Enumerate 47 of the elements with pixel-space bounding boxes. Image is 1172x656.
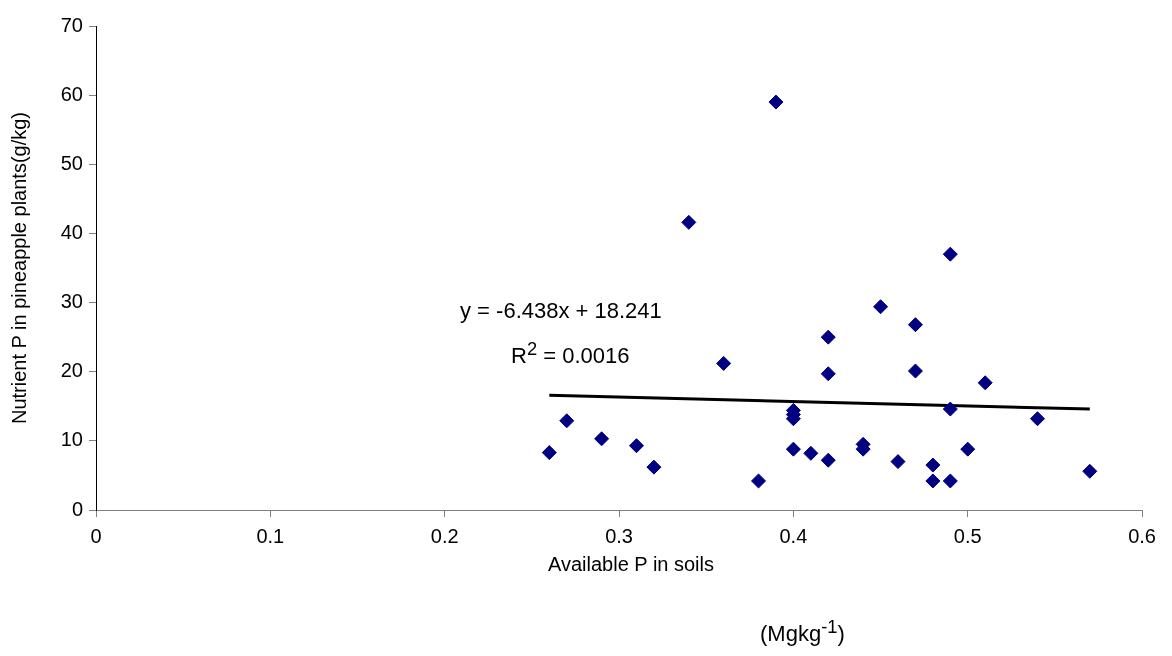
y-tick-label: 30 bbox=[60, 290, 83, 313]
x-tick-label: 0.1 bbox=[256, 524, 285, 547]
annotation: y = -6.438x + 18.241 bbox=[460, 298, 662, 324]
y-tick-label: 70 bbox=[60, 13, 83, 36]
point bbox=[907, 317, 923, 333]
point bbox=[942, 473, 958, 489]
point bbox=[820, 366, 836, 382]
point bbox=[559, 413, 575, 429]
point bbox=[942, 246, 958, 262]
x-tick-label: 0.3 bbox=[605, 524, 633, 547]
point bbox=[768, 94, 784, 110]
x-tick-label: 0.5 bbox=[953, 524, 982, 547]
point bbox=[820, 329, 836, 345]
point bbox=[751, 473, 767, 489]
text: (Mgkg$^{-1}$) bbox=[760, 616, 845, 648]
x-tick-label: 0.6 bbox=[1128, 524, 1156, 547]
y-tick-label: 0 bbox=[71, 497, 83, 520]
point bbox=[1029, 411, 1045, 427]
x-tick-label: 0 bbox=[90, 524, 102, 547]
point bbox=[873, 299, 889, 315]
y-tick-label: 10 bbox=[60, 428, 83, 451]
y-tick-label: 50 bbox=[60, 151, 83, 174]
point bbox=[541, 445, 557, 461]
y-tick-label: 20 bbox=[60, 359, 83, 382]
point bbox=[716, 355, 732, 371]
point bbox=[925, 457, 941, 473]
x-axis-title: Available P in soils bbox=[547, 553, 715, 575]
point bbox=[890, 454, 906, 470]
point bbox=[907, 363, 923, 379]
point bbox=[785, 441, 801, 457]
point bbox=[681, 214, 697, 230]
point bbox=[977, 375, 993, 391]
y-tick-label: 40 bbox=[60, 220, 83, 243]
point bbox=[925, 473, 941, 489]
annotation: R$^{2}$ = 0.0016 bbox=[511, 338, 630, 370]
point bbox=[646, 459, 662, 475]
point bbox=[820, 452, 836, 468]
point bbox=[803, 445, 819, 461]
point bbox=[594, 431, 610, 447]
y-tick-label: 60 bbox=[60, 82, 83, 105]
x-tick-label: 0.4 bbox=[779, 524, 808, 547]
point bbox=[628, 438, 644, 454]
point bbox=[942, 401, 958, 417]
y-axis-title: Nutrient P in pineapple plants(g/kg) bbox=[7, 111, 30, 425]
x-tick-label: 0.2 bbox=[430, 524, 459, 547]
point bbox=[1082, 463, 1098, 479]
point bbox=[960, 441, 976, 457]
